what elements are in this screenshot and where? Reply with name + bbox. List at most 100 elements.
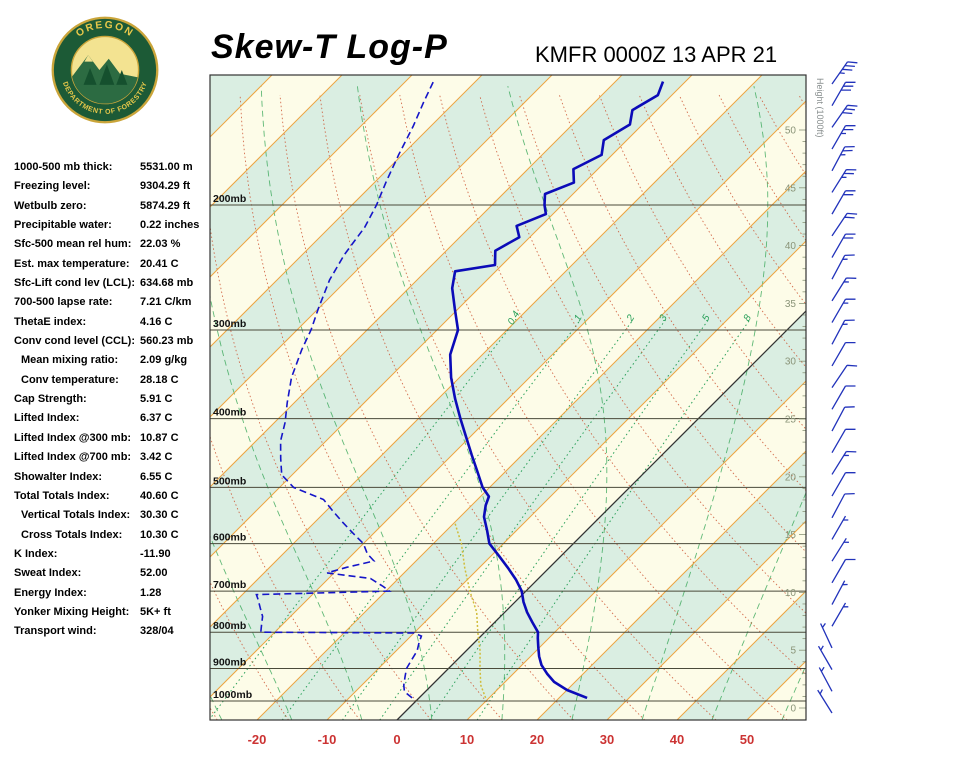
wind-barb — [831, 428, 856, 454]
logo-tree-icon — [116, 70, 128, 85]
stat-row: Sfc-500 mean rel hum: 22.03 % — [14, 235, 214, 254]
stat-row: Freezing level: 9304.29 ft — [14, 177, 214, 196]
stat-value: 6.55 C — [140, 470, 173, 483]
stat-row: 700-500 lapse rate: 7.21 C/km — [14, 293, 214, 312]
stat-value: 28.18 C — [140, 373, 179, 386]
stat-value: 20.41 C — [140, 257, 179, 270]
wind-barb — [831, 492, 855, 519]
pressure-label: 300mb — [213, 318, 246, 330]
pressure-labels: 200mb 300mb 400mb 500mb 600mb 700mb 800mb 900mb… — [213, 193, 252, 701]
stat-label: Sfc-Lift cond lev (LCL): — [14, 277, 135, 290]
temp-axis-label: 20 — [530, 732, 544, 747]
isotherm — [210, 75, 343, 208]
pressure-label: 400mb — [213, 407, 246, 419]
stat-row: Conv cond level (CCL): 560.23 mb — [14, 332, 214, 351]
height-tick-label: 10 — [785, 588, 797, 599]
mixing-ratio-line — [476, 319, 751, 720]
plot-border — [209, 74, 807, 721]
pressure-label: 600mb — [213, 532, 246, 544]
mixing-ratio-lines — [210, 319, 751, 720]
height-tick-label: 25 — [785, 415, 797, 426]
wind-barb — [831, 277, 857, 302]
isotherms — [0, 75, 806, 720]
stat-label: Wetbulb zero: — [14, 199, 87, 212]
stat-label: Precipitable water: — [14, 219, 112, 232]
stat-row: Wetbulb zero: 5874.29 ft — [14, 197, 214, 216]
moist-adiabat — [0, 86, 82, 720]
height-tick-label: 0 — [790, 704, 796, 715]
stat-row: Energy Index: 1.28 — [14, 584, 214, 603]
temp-axis-label: -10 — [318, 732, 337, 747]
temp-axis-label: 50 — [740, 732, 754, 747]
stat-label: Lifted Index @700 mb: — [14, 451, 132, 464]
stat-value: 6.37 C — [140, 412, 173, 425]
stat-label: Energy Index: — [14, 586, 87, 599]
stat-row: Lifted Index: 6.37 C — [14, 409, 214, 428]
wetbulb-trace — [453, 522, 487, 699]
stat-label: Conv cond level (CCL): — [14, 335, 136, 348]
wind-barb — [818, 666, 833, 692]
wind-barb — [831, 145, 855, 172]
stat-value: 7.21 C/km — [140, 296, 192, 309]
height-tick-label: 20 — [785, 472, 797, 483]
pressure-label: 800mb — [213, 620, 246, 632]
temp-band — [0, 75, 132, 720]
temp-axis-label: 0 — [393, 732, 400, 747]
height-axis-title: Height (1000ft) — [815, 78, 825, 138]
mixing-ratio-label: 1 — [572, 313, 584, 323]
pressure-label: 1000mb — [213, 689, 252, 701]
stat-row: Conv temperature: 28.18 C — [14, 371, 214, 390]
plot-area — [0, 75, 960, 720]
wind-barb — [831, 472, 856, 497]
dry-adiabat — [839, 95, 960, 720]
stat-row: Cross Totals Index: 10.30 C — [14, 526, 214, 545]
logo-snowcap — [84, 55, 93, 62]
isotherm — [210, 100, 806, 698]
isotherm — [466, 380, 806, 720]
dry-adiabat — [919, 95, 960, 720]
isotherm — [210, 75, 483, 348]
logo-tree-icon — [99, 64, 115, 85]
stat-value: 30.30 C — [140, 509, 179, 522]
wind-barb — [831, 580, 848, 605]
wind-barb — [831, 104, 858, 128]
isotherm — [256, 170, 806, 720]
wind-barb — [831, 558, 856, 584]
stat-value: 52.00 — [140, 567, 168, 580]
wind-barb — [831, 125, 856, 150]
pressure-label: 900mb — [213, 657, 246, 669]
dry-adiabat — [210, 223, 432, 720]
stat-label: Vertical Totals Index: — [21, 509, 131, 522]
stat-value: 1.28 — [140, 586, 162, 599]
moist-adiabat — [38, 86, 152, 720]
moist-adiabat — [210, 694, 223, 720]
stat-label: 1000-500 mb thick: — [14, 161, 113, 173]
logo-tree-icon — [83, 68, 97, 85]
stat-label: Cross Totals Index: — [21, 528, 123, 541]
wind-barb — [831, 364, 858, 389]
stat-row: K Index: -11.90 — [14, 545, 214, 564]
height-tick-label: 30 — [785, 357, 797, 368]
stat-value: 328/04 — [140, 625, 174, 638]
stat-row: Cap Strength: 5.91 C — [14, 390, 214, 409]
height-tick-label: 50 — [785, 126, 797, 137]
wind-barb — [831, 190, 856, 215]
height-tick-label: 5 — [790, 646, 796, 657]
mixing-ratio-label: 8 — [742, 313, 755, 324]
stat-value: 10.87 C — [140, 431, 179, 444]
page-title: Skew-T Log-P — [211, 28, 448, 66]
isotherm — [210, 75, 553, 418]
stat-label: Conv temperature: — [21, 373, 119, 386]
stat-value: 634.68 mb — [140, 277, 194, 290]
stat-label: Yonker Mixing Height: — [14, 605, 130, 618]
dry-adiabat — [598, 94, 806, 430]
wind-barb — [831, 81, 856, 107]
mixing-ratio-label: 5 — [700, 313, 713, 324]
stat-label: Cap Strength: — [14, 393, 87, 406]
mixing-ratio-label: 3 — [657, 313, 670, 324]
stat-label: Transport wind: — [14, 625, 97, 638]
pressure-label: 500mb — [213, 475, 246, 487]
stat-value: 0.22 inches — [140, 219, 200, 232]
isotherm — [0, 75, 202, 720]
mixing-ratio-label: 2 — [624, 313, 637, 325]
